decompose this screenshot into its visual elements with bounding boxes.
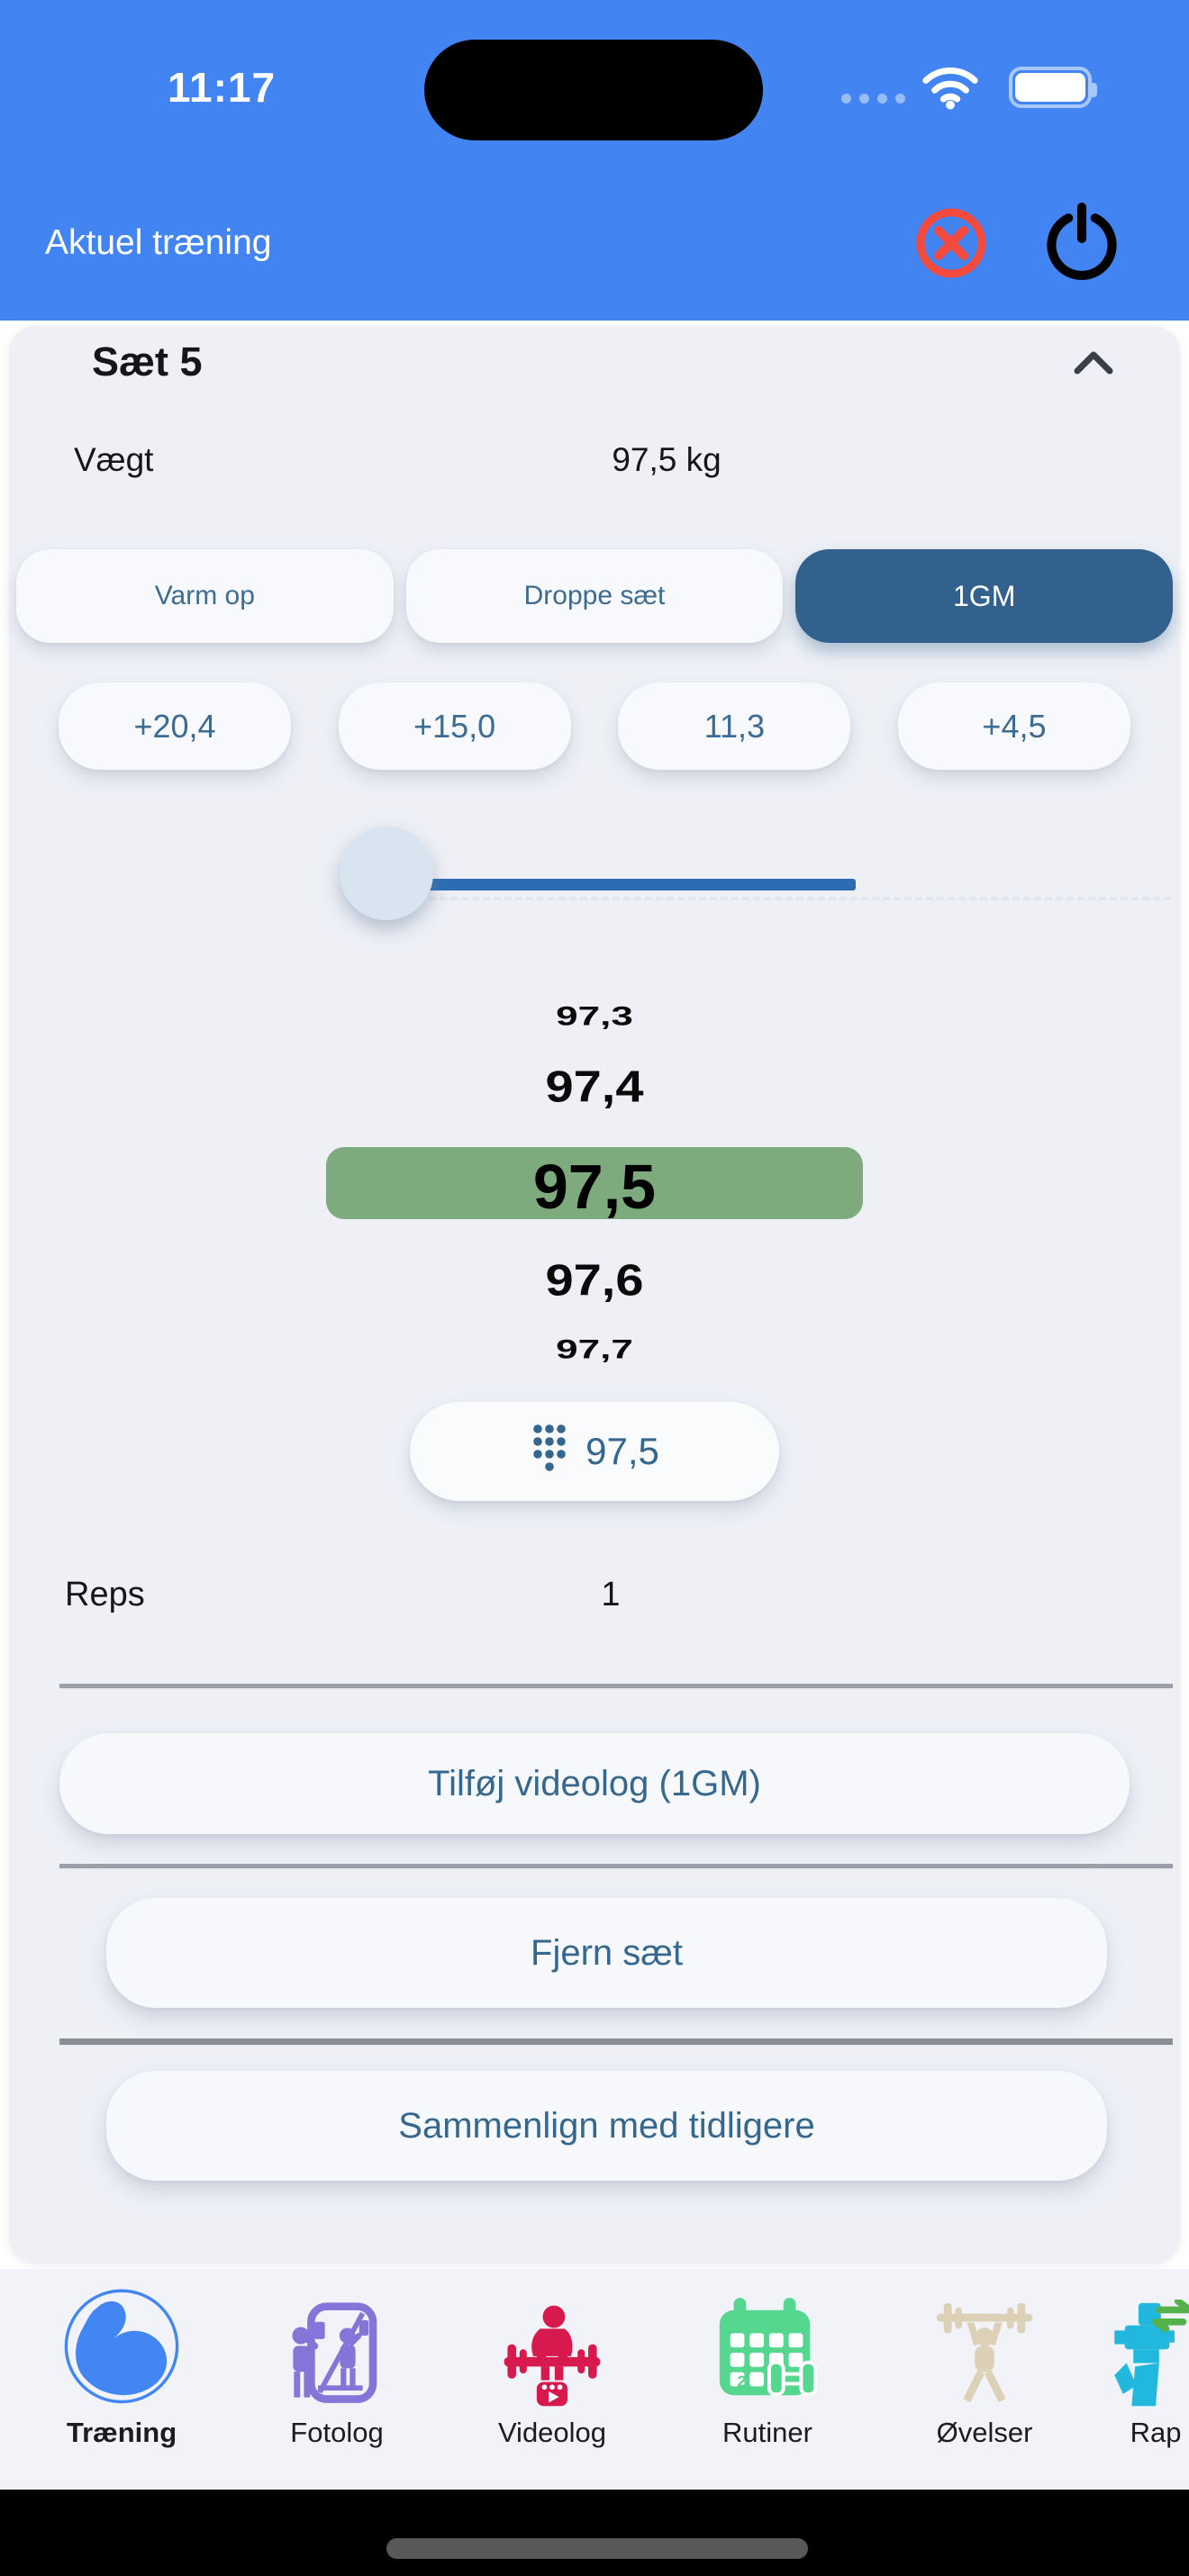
close-workout-button[interactable]	[913, 205, 989, 281]
set-type-1rm-button[interactable]: 1GM	[795, 549, 1174, 643]
page-title: Aktuel træning	[45, 223, 272, 262]
home-indicator[interactable]	[386, 2538, 808, 2559]
slider-thumb[interactable]	[340, 827, 433, 920]
picker-value-selected[interactable]: 97,5	[532, 1152, 657, 1222]
increment-button-4[interactable]: +4,5	[897, 682, 1130, 770]
person-report-icon	[1101, 2276, 1189, 2409]
dialpad-icon	[530, 1421, 569, 1482]
svg-text:2: 2	[738, 2372, 747, 2390]
status-time: 11:17	[168, 64, 277, 111]
calendar-dumbbell-icon: 2	[711, 2276, 824, 2409]
close-circle-icon	[913, 208, 989, 284]
reps-label: Reps	[65, 1576, 145, 1613]
finish-workout-button[interactable]	[1043, 202, 1121, 283]
tab-label: Træning	[66, 2417, 177, 2448]
tab-label: Fotolog	[290, 2417, 384, 2448]
increment-button-2[interactable]: +15,0	[338, 682, 571, 770]
wifi-icon	[921, 65, 980, 114]
set-type-row: Varm op Droppe sæt 1GM	[16, 549, 1174, 643]
add-videolog-button[interactable]: Tilføj videolog (1GM)	[59, 1733, 1130, 1834]
tab-label: Rutiner	[722, 2417, 812, 2448]
cellular-dots-icon	[841, 94, 905, 104]
mirror-photo-icon	[282, 2276, 392, 2409]
tab-label: Rap	[1130, 2417, 1182, 2448]
slider-track[interactable]	[386, 879, 856, 890]
slider-ticks	[396, 897, 1171, 900]
set-type-warmup-button[interactable]: Varm op	[16, 549, 394, 643]
increment-button-1[interactable]: +20,4	[59, 682, 291, 770]
picker-value[interactable]: 97,3	[556, 1001, 633, 1032]
overhead-press-icon	[928, 2276, 1041, 2409]
dynamic-island	[424, 40, 763, 140]
weight-value: 97,5 kg	[612, 441, 722, 478]
tab-rutiner[interactable]: 2 Rutiner	[668, 2276, 867, 2483]
manual-weight-entry-button[interactable]: 97,5	[410, 1402, 779, 1501]
divider	[59, 1864, 1173, 1870]
weight-picker-wheel[interactable]: 97,3 97,4 97,5 97,6 97,7	[9, 956, 1180, 1388]
reps-value: 1	[601, 1576, 621, 1613]
barbell-video-icon	[497, 2276, 607, 2409]
power-icon	[1043, 202, 1121, 285]
tab-label: Øvelser	[936, 2417, 1033, 2448]
set-type-dropset-button[interactable]: Droppe sæt	[405, 549, 784, 643]
battery-icon	[1009, 67, 1097, 108]
tab-videolog[interactable]: Videolog	[453, 2276, 651, 2483]
set-title: Sæt 5	[92, 339, 203, 384]
tab-label: Videolog	[497, 2417, 607, 2448]
divider	[59, 2038, 1173, 2047]
picker-value[interactable]: 97,7	[556, 1334, 633, 1365]
divider	[59, 1684, 1173, 1690]
increment-row: +20,4 +15,0 11,3 +4,5	[59, 682, 1130, 770]
weight-slider[interactable]	[9, 812, 1180, 965]
manual-weight-value: 97,5	[585, 1430, 659, 1472]
collapse-set-button[interactable]	[1070, 346, 1117, 382]
tab-rapport[interactable]: Rap	[1057, 2276, 1189, 2483]
increment-button-3[interactable]: 11,3	[618, 682, 851, 770]
picker-value[interactable]: 97,4	[545, 1061, 644, 1112]
bottom-system-bar	[0, 2490, 1189, 2576]
set-card: Sæt 5 Vægt 97,5 kg Varm op Droppe sæt 1G…	[9, 326, 1180, 2264]
remove-set-button[interactable]: Fjern sæt	[106, 1898, 1107, 2008]
tab-fotolog[interactable]: Fotolog	[238, 2276, 436, 2483]
chevron-up-icon	[1070, 351, 1117, 384]
flexed-bicep-icon	[60, 2276, 183, 2409]
weight-label: Vægt	[74, 441, 154, 478]
picker-selection-highlight	[326, 1147, 863, 1219]
picker-value[interactable]: 97,6	[545, 1254, 644, 1306]
top-bar: 11:17 Aktuel træning	[0, 0, 1189, 321]
tab-traening[interactable]: Træning	[23, 2276, 221, 2483]
tab-ovelser[interactable]: Øvelser	[885, 2276, 1084, 2483]
compare-previous-button[interactable]: Sammenlign med tidligere	[106, 2071, 1107, 2181]
bottom-tab-bar: Træning	[0, 2269, 1189, 2490]
